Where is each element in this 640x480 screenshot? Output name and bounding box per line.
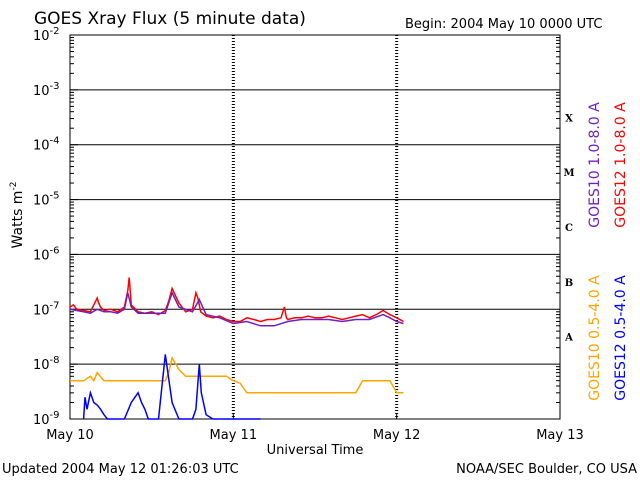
updated-text: Updated 2004 May 12 01:26:03 UTC [2, 462, 239, 477]
x-axis-label: Universal Time [267, 443, 364, 458]
x-axis-ticks: May 10 May 11 May 12 May 13 [46, 413, 584, 443]
flare-class-label: M [563, 168, 574, 179]
x-tick-label: May 12 [373, 428, 421, 443]
plot-grid [69, 34, 561, 420]
x-tick-label: May 11 [210, 428, 258, 443]
y-tick-label: 10-2 [33, 26, 60, 44]
flare-class-label: A [564, 333, 573, 344]
x-tick-label: May 13 [536, 428, 584, 443]
legend-entry: GOES12 1.0-8.0 A [613, 102, 629, 228]
y-tick-base: 10 [33, 84, 50, 99]
credit-text: NOAA/SEC Boulder, CO USA [456, 462, 637, 477]
y-tick-exp: -5 [50, 191, 60, 202]
y-tick-base: 10 [33, 413, 50, 428]
series-line [82, 354, 261, 420]
legend-entry: GOES10 1.0-8.0 A [587, 102, 603, 228]
y-tick-label: 10-4 [33, 136, 60, 154]
y-tick-exp: -3 [50, 81, 60, 92]
y-tick-base: 10 [33, 139, 50, 154]
series-line [69, 277, 404, 323]
y-axis-label: Watts m-2 [9, 182, 26, 249]
series-lines [69, 277, 404, 420]
legend-right: GOES12 1.0-8.0 A GOES10 1.0-8.0 A GOES12 0… [587, 102, 629, 401]
y-tick-exp: -4 [50, 136, 60, 147]
y-tick-label: 10-8 [33, 355, 60, 373]
y-axis-label-main: Watts m [10, 191, 26, 249]
flare-class-labels: X M C B A [563, 113, 574, 343]
y-tick-base: 10 [33, 248, 50, 263]
x-tick-label: May 10 [46, 428, 94, 443]
y-tick-label: 10-3 [33, 81, 60, 99]
flare-class-label: X [565, 113, 573, 124]
y-axis-ticks: 10-210-310-410-510-610-710-810-9 [33, 26, 78, 428]
y-tick-base: 10 [33, 358, 50, 373]
flare-class-label: C [565, 223, 573, 234]
y-tick-base: 10 [33, 194, 50, 209]
y-tick-label: 10-7 [33, 300, 60, 318]
flare-class-label: B [565, 278, 573, 289]
series-line [70, 355, 404, 394]
svg-text:Watts m-2: Watts m-2 [9, 182, 26, 249]
begin-time: Begin: 2004 May 10 0000 UTC [405, 17, 602, 32]
y-tick-exp: -2 [50, 26, 60, 37]
series-line [69, 290, 404, 327]
y-tick-exp: -6 [50, 245, 60, 256]
plot-frame [69, 34, 561, 420]
y-tick-exp: -8 [50, 355, 60, 366]
y-tick-label: 10-6 [33, 245, 60, 263]
chart-title: GOES Xray Flux (5 minute data) [34, 9, 306, 29]
y-tick-exp: -9 [50, 410, 60, 421]
legend-entry: GOES12 0.5-4.0 A [613, 275, 629, 401]
y-tick-label: 10-9 [33, 410, 60, 428]
y-tick-base: 10 [33, 303, 50, 318]
y-tick-exp: -7 [50, 300, 60, 311]
y-tick-label: 10-5 [33, 191, 60, 209]
y-tick-base: 10 [33, 29, 50, 44]
y-axis-label-exp: -2 [9, 182, 19, 191]
legend-entry: GOES10 0.5-4.0 A [587, 275, 603, 401]
